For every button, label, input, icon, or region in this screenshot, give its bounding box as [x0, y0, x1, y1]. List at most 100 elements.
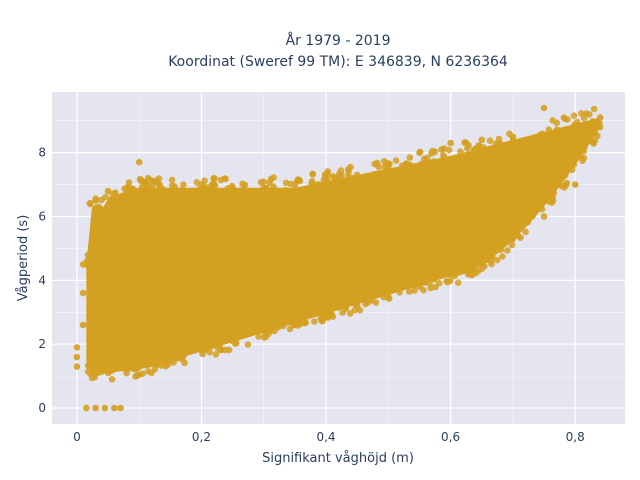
x-axis-title: Signifikant våghöjd (m)	[262, 451, 414, 466]
scatter-point	[329, 313, 337, 321]
scatter-point	[392, 157, 400, 164]
scatter-point	[353, 171, 361, 179]
scatter-point	[522, 228, 529, 236]
scatter-point	[257, 179, 265, 186]
scatter-point	[203, 184, 211, 191]
scatter-point	[349, 174, 356, 182]
scatter-point	[534, 134, 542, 142]
scatter-point	[411, 287, 418, 294]
scatter-point	[229, 229, 236, 236]
scatter-point	[79, 289, 87, 297]
scatter-point	[416, 283, 423, 291]
scatter-point	[84, 362, 92, 370]
scatter-point	[286, 325, 294, 333]
scatter-point	[545, 126, 553, 134]
scatter-point	[92, 369, 99, 377]
x-tick-label: 0,2	[192, 430, 211, 444]
scatter-point	[229, 337, 236, 345]
scatter-point	[486, 137, 494, 144]
scatter-point	[168, 176, 176, 184]
scatter-point	[229, 283, 236, 291]
scatter-point	[84, 368, 92, 375]
scatter-point	[416, 187, 423, 195]
scatter-point	[322, 213, 330, 220]
scatter-point	[538, 206, 546, 213]
scatter-point	[571, 181, 579, 188]
data-points	[73, 104, 604, 412]
y-tick-label: 2	[38, 337, 46, 351]
scatter-point	[405, 288, 413, 295]
scatter-point	[234, 189, 242, 197]
scatter-point	[499, 253, 506, 260]
scatter-point	[135, 194, 143, 201]
scatter-point	[504, 247, 511, 254]
scatter-point	[161, 359, 169, 366]
scatter-point	[426, 280, 433, 287]
scatter-point	[478, 259, 485, 266]
y-tick-label: 6	[38, 210, 46, 224]
scatter-point	[553, 126, 561, 133]
chart-title: År 1979 - 2019	[286, 32, 391, 49]
scatter-point	[540, 104, 548, 112]
scatter-point	[101, 404, 109, 412]
scatter-point	[322, 312, 330, 319]
scatter-point	[596, 114, 604, 121]
scatter-point	[385, 293, 392, 300]
y-tick-label: 8	[38, 146, 46, 160]
scatter-point	[104, 324, 112, 332]
scatter-point	[354, 176, 361, 184]
y-tick-label: 4	[38, 273, 46, 287]
scatter-point	[353, 302, 361, 310]
scatter-point	[282, 187, 290, 194]
scatter-point	[509, 229, 517, 236]
scatter-point	[435, 279, 443, 287]
scatter-point	[252, 189, 260, 196]
scatter-point	[260, 277, 268, 284]
scatter-point	[122, 191, 129, 198]
scatter-point	[216, 342, 223, 350]
scatter-point	[181, 359, 188, 367]
scatter-point	[209, 185, 216, 192]
scatter-point	[443, 278, 450, 285]
scatter-point	[225, 346, 233, 354]
scatter-point	[167, 187, 174, 195]
scatter-point	[309, 170, 316, 178]
scatter-point	[581, 144, 588, 151]
scatter-point	[374, 159, 381, 167]
scatter-point	[539, 130, 546, 138]
scatter-point	[435, 272, 443, 280]
scatter-point	[509, 236, 516, 243]
scatter-point	[167, 245, 174, 252]
scatter-point	[478, 213, 486, 220]
scatter-point	[334, 304, 342, 311]
scatter-point	[92, 197, 99, 204]
x-tick-label: 0,4	[316, 430, 335, 444]
scatter-point	[385, 197, 392, 204]
scatter-point	[262, 333, 270, 340]
scatter-point	[423, 154, 431, 162]
scatter-point	[549, 197, 557, 204]
scatter-point	[210, 179, 217, 187]
scatter-point	[73, 344, 81, 351]
scatter-point	[590, 105, 598, 113]
scatter-point	[198, 181, 205, 188]
scatter-point	[212, 351, 220, 358]
scatter-point	[580, 114, 588, 122]
scatter-point	[509, 162, 517, 169]
scatter-point	[364, 172, 371, 180]
scatter-point	[587, 122, 594, 129]
scatter-point	[208, 343, 215, 350]
scatter-point	[502, 142, 510, 150]
scatter-point	[135, 158, 143, 166]
scatter-point	[353, 206, 361, 214]
scatter-point	[260, 226, 268, 233]
scatter-point	[526, 136, 534, 143]
scatter-point	[291, 270, 299, 278]
scatter-point	[130, 185, 137, 193]
scatter-point	[141, 189, 149, 197]
scatter-point	[496, 139, 504, 147]
scatter-point	[511, 138, 519, 146]
scatter-point	[454, 279, 462, 287]
scatter-point	[375, 170, 383, 177]
